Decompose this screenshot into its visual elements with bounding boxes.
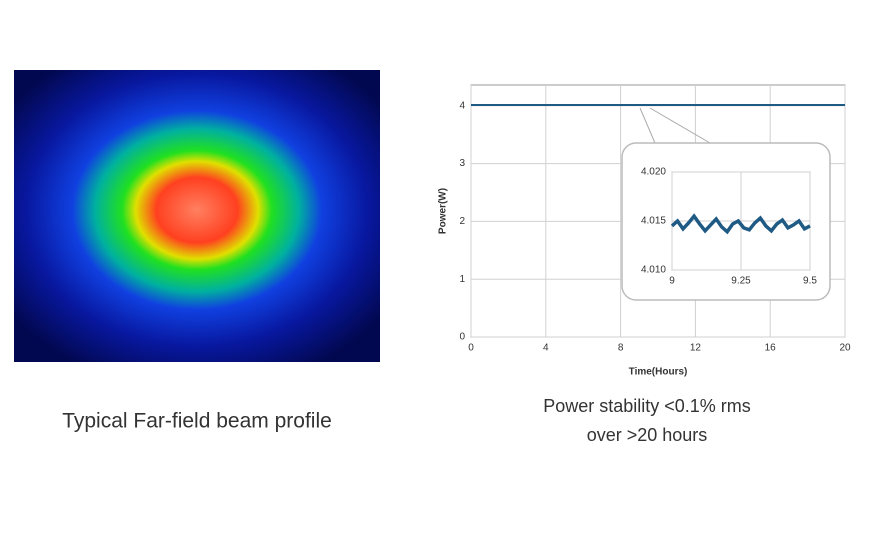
x-tick-label: 9.25 — [731, 276, 751, 287]
x-tick-label: 0 — [468, 343, 474, 354]
x-tick-label: 4 — [543, 343, 549, 354]
x-axis-title: Time(Hours) — [629, 367, 688, 378]
y-tick-label: 1 — [459, 274, 465, 285]
y-tick-label: 4 — [459, 100, 465, 111]
y-axis-title: Power(W) — [438, 188, 449, 234]
beam-caption: Typical Far-field beam profile — [62, 410, 332, 433]
x-tick-label: 12 — [690, 343, 702, 354]
data-line — [670, 213, 811, 235]
callout-line — [649, 107, 711, 144]
x-tick-label: 9 — [669, 276, 675, 287]
x-tick-label: 9.5 — [803, 276, 817, 287]
y-tick-label: 4.015 — [641, 216, 666, 227]
y-tick-label: 4.010 — [641, 265, 666, 276]
y-tick-label: 2 — [459, 216, 465, 227]
y-tick-label: 3 — [459, 158, 465, 169]
y-tick-label: 0 — [459, 332, 465, 343]
inset-chart: 9 9.25 9.5 4.010 4.015 4.020 — [641, 167, 817, 287]
x-tick-label: 16 — [765, 343, 777, 354]
x-tick-label: 8 — [618, 343, 624, 354]
callout-line — [639, 107, 656, 144]
x-tick-label: 20 — [839, 343, 851, 354]
chart-caption: Power stability <0.1% rms — [543, 396, 751, 416]
y-tick-label: 4.020 — [641, 167, 666, 178]
chart-caption: over >20 hours — [587, 425, 708, 445]
beam-profile-image — [14, 70, 380, 362]
